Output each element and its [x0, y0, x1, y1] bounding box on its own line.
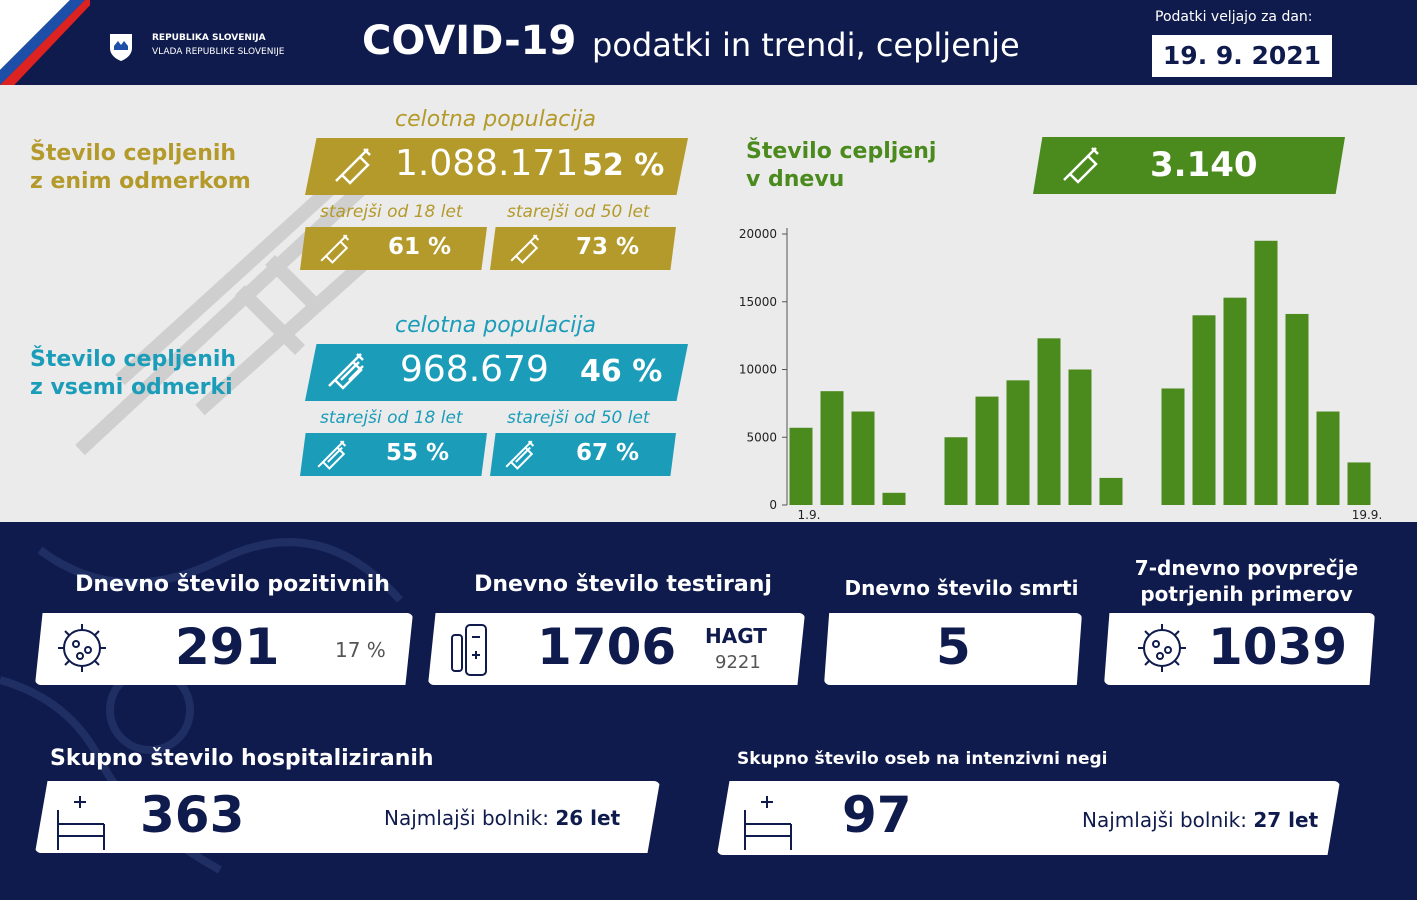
org-line: REPUBLIKA SLOVENIJA [152, 33, 266, 43]
daily-box [1033, 137, 1345, 194]
flag-corner [0, 0, 90, 100]
count: 1.088.171 [395, 143, 579, 184]
stat-card [35, 781, 660, 853]
age-label: starejši od 50 let [507, 202, 650, 222]
stat-value: 363 [140, 786, 245, 844]
org-line: VLADA REPUBLIKE SLOVENIJE [152, 47, 285, 57]
youngest: Najmlajši bolnik: 26 let [384, 806, 620, 830]
title-line: 7-dnevno povprečje [1134, 556, 1359, 580]
age-percent: 73 % [576, 234, 640, 260]
stat-card [1104, 613, 1375, 685]
stat-value: 1706 [537, 618, 677, 676]
bar [975, 396, 999, 505]
bar [944, 437, 968, 505]
label-line: Število cepljenih [30, 347, 237, 372]
title-line: potrjenih primerov [1140, 582, 1353, 606]
age-box [490, 433, 676, 476]
population-label: celotna populacija [395, 313, 596, 338]
coat-of-arms [110, 34, 132, 61]
x-tick-label: 1.9. [798, 508, 821, 522]
age-percent: 55 % [386, 440, 450, 466]
youngest-label: Najmlajši bolnik: [1082, 808, 1247, 832]
label-line: Število cepljenj [746, 139, 937, 164]
bar [1223, 297, 1247, 505]
title: COVID-19 [362, 18, 577, 64]
bar [1285, 313, 1309, 505]
vacc-label: Število cepljenih z enim odmerkom [30, 140, 251, 196]
bar [1254, 240, 1278, 505]
stat-title: Skupno število oseb na intenzivni negi [737, 749, 1108, 769]
y-tick-label: 20000 [739, 227, 777, 241]
bar [1068, 369, 1092, 505]
date: 19. 9. 2021 [1152, 35, 1332, 77]
age-label: starejši od 18 let [320, 202, 463, 222]
age-box [490, 227, 676, 270]
percent: 52 % [582, 148, 665, 183]
syringe-icons [317, 148, 540, 470]
stat-card [35, 613, 413, 685]
bar [1316, 411, 1340, 505]
label-line: z enim odmerkom [30, 169, 251, 194]
stat-value: 1039 [1208, 618, 1348, 676]
youngest-value: 27 let [1253, 808, 1319, 832]
percent: 46 % [580, 354, 663, 389]
syringe-icon [1063, 147, 1099, 184]
stat-percent: 17 % [335, 638, 386, 662]
bar [789, 427, 813, 505]
age-box [300, 227, 487, 270]
bar [1192, 315, 1216, 505]
label-line: v dnevu [746, 167, 845, 192]
stat-title: Skupno število hospitaliziranih [50, 746, 434, 771]
y-tick-label: 15000 [739, 295, 777, 309]
age-label: starejši od 18 let [320, 408, 463, 428]
vacc-label: Število cepljenih z vsemi odmerki [30, 346, 236, 402]
youngest: Najmlajši bolnik: 27 let [1082, 808, 1318, 832]
stat-title: Dnevno število pozitivnih [75, 572, 390, 597]
bar [882, 492, 906, 505]
stat-value: 5 [936, 618, 971, 676]
count-box [305, 344, 688, 401]
subtitle: podatki in trendi, cepljenje [592, 26, 1020, 64]
y-tick-label: 10000 [739, 363, 777, 377]
count: 968.679 [400, 349, 549, 390]
count-box [305, 138, 688, 195]
chart: 0 5000 10000 15000 20000 1.9. 19.9. [739, 227, 1383, 522]
age-percent: 61 % [388, 234, 452, 260]
stat-title: Dnevno število smrti [844, 576, 1079, 600]
x-tick-label: 19.9. [1352, 508, 1383, 522]
y-tick-label: 0 [769, 498, 777, 512]
stat-title: 7-dnevno povprečje potrjenih primerov [1104, 555, 1389, 607]
youngest-label: Najmlajši bolnik: [384, 806, 549, 830]
daily-value: 3.140 [1150, 145, 1258, 185]
hagt-label: HAGT [705, 624, 767, 648]
age-label: starejši od 50 let [507, 408, 650, 428]
stat-value: 291 [175, 618, 280, 676]
hagt-value: 9221 [715, 652, 761, 673]
stat-card [717, 781, 1340, 855]
youngest-value: 26 let [555, 806, 621, 830]
label-line: z vsemi odmerki [30, 375, 233, 400]
bar [1347, 462, 1371, 505]
date-label: Podatki veljajo za dan: [1155, 9, 1313, 25]
stat-card [428, 613, 805, 685]
bar [820, 391, 844, 505]
population-label: celotna populacija [395, 107, 596, 132]
bar [1006, 380, 1030, 505]
stat-value: 97 [842, 786, 912, 844]
bar [1037, 338, 1061, 505]
age-percent: 67 % [576, 440, 640, 466]
bar [851, 411, 875, 505]
label-line: Število cepljenih [30, 141, 237, 166]
y-tick-label: 5000 [746, 430, 777, 444]
stat-title: Dnevno število testiranj [474, 572, 772, 597]
bed-icons [57, 796, 792, 850]
bar [1161, 388, 1185, 505]
daily-label: Število cepljenj v dnevu [746, 138, 936, 194]
bar [1099, 477, 1123, 505]
stat-card [824, 613, 1082, 685]
